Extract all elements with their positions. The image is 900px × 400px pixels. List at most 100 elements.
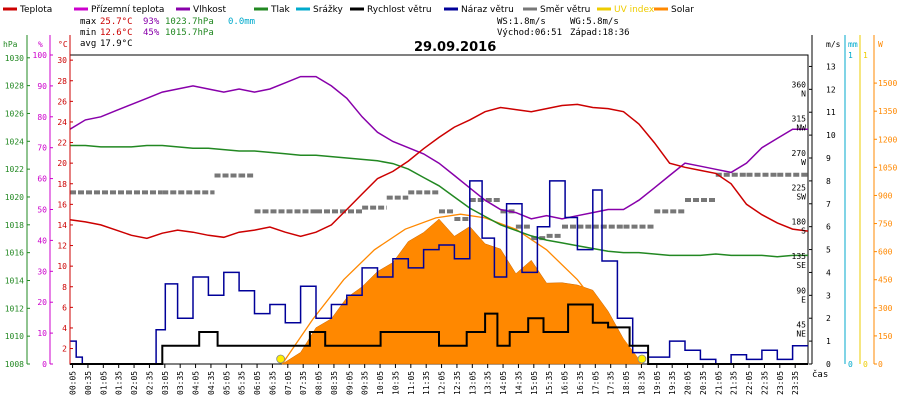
humidity-tick-label: 40	[37, 236, 47, 245]
x-tick-label: 05:35	[238, 371, 247, 395]
pressure-tick-label: 1020	[5, 193, 24, 202]
x-tick-label: 02:05	[130, 371, 139, 395]
humidity-tick-label: 60	[37, 175, 47, 184]
x-tick-label: 14:05	[499, 371, 508, 395]
legend-label: Tlak	[270, 5, 291, 15]
wind-speed-tick-label: 10	[826, 131, 836, 140]
stat-max-hum: 93%	[143, 17, 160, 27]
solar-tick-label: 1350	[878, 107, 897, 116]
wind-speed-tick-label: 9	[826, 154, 831, 163]
x-tick-label: 09:35	[361, 371, 370, 395]
x-tick-label: 17:35	[607, 371, 616, 395]
stat-min-temp: 12.6°C	[100, 28, 133, 38]
wind-speed-line	[70, 303, 808, 365]
legend-label: Rychlost větru	[367, 5, 432, 15]
humidity-tick-label: 10	[37, 329, 47, 338]
x-tick-label: 13:05	[468, 371, 477, 395]
solar-theoretical-line	[281, 213, 643, 365]
humidity-tick-label: 50	[37, 206, 47, 215]
wind-dir-tick-label: 45	[796, 321, 806, 330]
solar-tick-label: 900	[878, 191, 893, 200]
wind-dir-tick-label: 180	[792, 218, 807, 227]
pressure-tick-label: 1010	[5, 332, 24, 341]
wind-speed-tick-label: 5	[826, 246, 831, 255]
temperature-tick-label: 28	[57, 77, 67, 86]
wind-dir-tick-label: 225	[792, 183, 807, 192]
rain-tick-label: 0	[848, 360, 853, 369]
x-tick-label: 16:05	[561, 371, 570, 395]
x-tick-label: 15:05	[530, 371, 539, 395]
x-tick-label: 19:05	[653, 371, 662, 395]
uv-tick-label: 0	[863, 360, 868, 369]
x-tick-label: 19:35	[668, 371, 677, 395]
rain-unit: mm	[848, 40, 858, 49]
wind-speed-tick-label: 3	[826, 291, 831, 300]
x-tick-label: 12:35	[453, 371, 462, 395]
solar-tick-label: 1050	[878, 163, 897, 172]
x-tick-label: 10:35	[391, 371, 400, 395]
solar-tick-label: 1500	[878, 79, 897, 88]
stat-max-label: max	[80, 17, 97, 27]
x-tick-label: 03:35	[176, 371, 185, 395]
solar-tick-label: 450	[878, 276, 893, 285]
wind-speed-tick-label: 12	[826, 85, 836, 94]
x-tick-label: 08:35	[330, 371, 339, 395]
temperature-tick-label: 8	[62, 283, 67, 292]
wind-dir-name: S	[801, 227, 806, 236]
solar-tick-label: 300	[878, 304, 893, 313]
humidity-tick-label: 90	[37, 82, 47, 91]
pressure-tick-label: 1012	[5, 304, 24, 313]
x-tick-label: 08:05	[315, 371, 324, 395]
x-tick-label: 20:05	[684, 371, 693, 395]
sunset-marker	[637, 354, 647, 364]
stat-min-press: 1015.7hPa	[165, 28, 214, 38]
pressure-tick-label: 1008	[5, 360, 24, 369]
temperature-tick-label: 20	[57, 159, 67, 168]
x-tick-label: 05:05	[222, 371, 231, 395]
x-tick-label: 00:35	[84, 371, 93, 395]
stat-min-hum: 45%	[143, 28, 160, 38]
stat-max-temp: 25.7°C	[100, 17, 133, 27]
stat-avg-temp: 17.9°C	[100, 39, 133, 49]
wind-dir-name: W	[801, 158, 806, 167]
wind-speed-tick-label: 0	[826, 360, 831, 369]
pressure-unit: hPa	[3, 40, 18, 49]
wind-dir-tick-label: 360	[792, 80, 807, 89]
x-tick-label: 13:35	[484, 371, 493, 395]
temperature-tick-label: 24	[57, 118, 67, 127]
x-tick-label: 03:05	[161, 371, 170, 395]
humidity-tick-label: 100	[33, 51, 48, 60]
x-tick-label: 06:05	[253, 371, 262, 395]
x-axis-label: čas	[812, 369, 828, 380]
legend-label: Srážky	[313, 5, 344, 15]
legend-label: Teplota	[19, 5, 52, 15]
wind-wg: WG:5.8m/s	[570, 17, 619, 27]
wind-dir-name: E	[801, 295, 806, 304]
humidity-tick-label: 80	[37, 113, 47, 122]
solar-tick-label: 1200	[878, 135, 897, 144]
x-tick-label: 20:35	[699, 371, 708, 395]
x-tick-label: 09:05	[345, 371, 354, 395]
solar-tick-label: 150	[878, 332, 893, 341]
solar-tick-label: 0	[878, 360, 883, 369]
solar-area-layer	[276, 213, 647, 365]
humidity-tick-label: 70	[37, 144, 47, 153]
x-tick-label: 14:35	[514, 371, 523, 395]
wind-speed-tick-label: 6	[826, 223, 831, 232]
temperature-line	[69, 103, 809, 240]
axes-layer: 00:05 00:35 01:05 01:35 02:05 02:35 03:05 03:35…	[3, 35, 897, 395]
solar-area	[281, 218, 643, 365]
wind-dir-name: SE	[796, 261, 806, 270]
x-tick-label: 04:35	[207, 371, 216, 395]
pressure-tick-label: 1014	[5, 276, 24, 285]
pressure-tick-label: 1030	[5, 54, 24, 63]
sunrise-marker	[276, 354, 286, 364]
pressure-line	[70, 144, 808, 258]
legend-label: Vlhkost	[193, 5, 226, 15]
x-tick-label: 07:35	[299, 371, 308, 395]
legend: Teplota Přízemní teplota Vlhkost Tlak Srážky…	[3, 5, 694, 15]
pressure-tick-label: 1026	[5, 109, 24, 118]
uv-tick-label: 1	[863, 51, 868, 60]
x-tick-label: 22:35	[760, 371, 769, 395]
stat-avg-label: avg	[80, 39, 96, 49]
